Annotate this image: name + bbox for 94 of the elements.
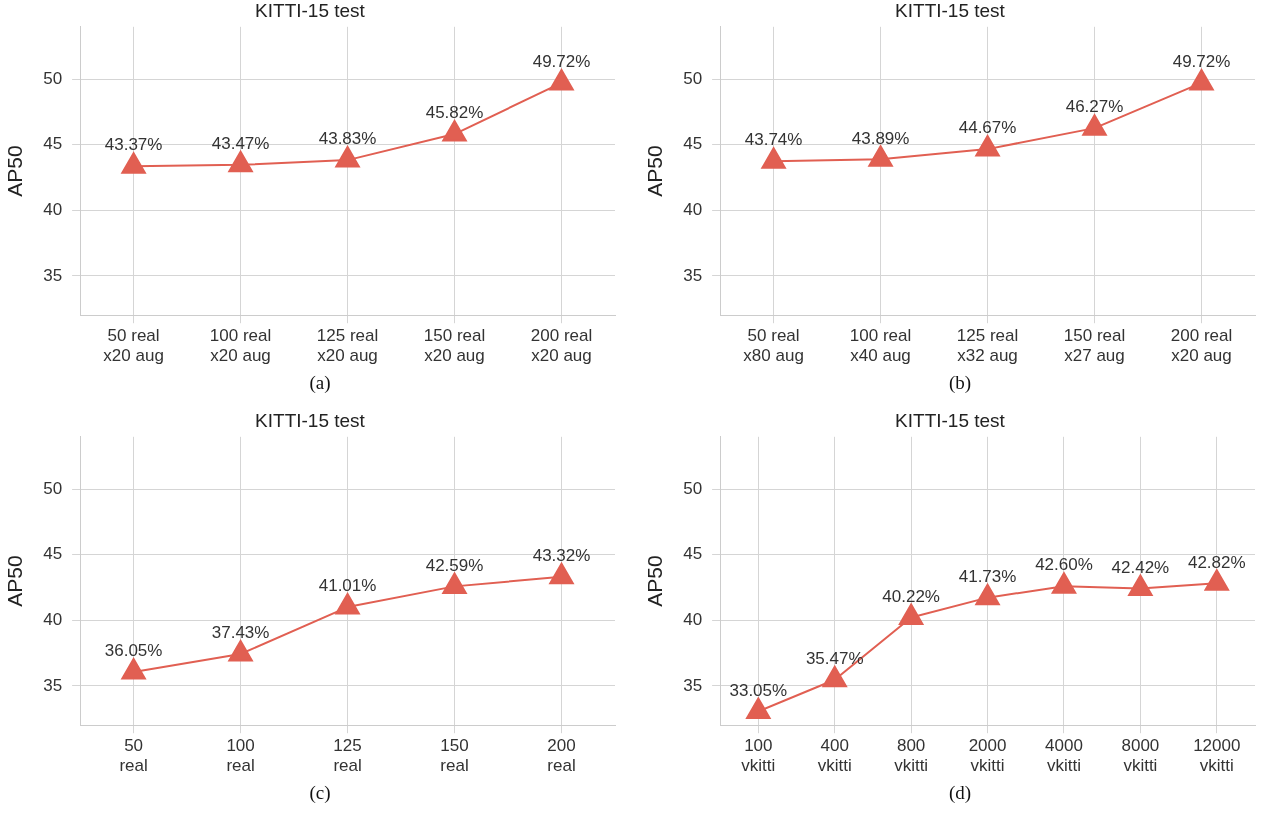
y-tick-label: 45 bbox=[683, 134, 703, 154]
point bbox=[1082, 114, 1107, 136]
x-tick-label: 8000 vkitti bbox=[1121, 736, 1160, 776]
y-tick-label: 35 bbox=[683, 265, 703, 285]
x-tick-label: 50 real x20 aug bbox=[103, 326, 164, 366]
x-tick-label: 50 real x80 aug bbox=[743, 326, 804, 366]
text: (a) bbox=[308, 372, 332, 394]
x-tick-label: 50 real bbox=[119, 736, 148, 776]
y-tick-label: 50 bbox=[43, 478, 63, 498]
point bbox=[822, 665, 847, 688]
point bbox=[1128, 574, 1153, 597]
x-tick-label: 150 real bbox=[440, 736, 469, 776]
point bbox=[335, 593, 360, 615]
x-tick-label: 2000 vkitti bbox=[968, 736, 1007, 776]
point bbox=[1189, 68, 1214, 91]
x-tick-label: 200 real x20 aug bbox=[1170, 326, 1233, 366]
text: (c) bbox=[308, 782, 332, 804]
y-tick-label: 50 bbox=[683, 68, 703, 88]
data-label: 43.32% bbox=[532, 545, 591, 565]
y-axis-title: AP50 bbox=[643, 555, 667, 607]
y-tick-label: 45 bbox=[683, 544, 703, 564]
data-label: 40.22% bbox=[882, 586, 940, 606]
data-label: 43.83% bbox=[318, 129, 377, 149]
y-tick-label: 50 bbox=[683, 478, 703, 498]
text: (d) bbox=[947, 782, 973, 804]
x-tick-label: 100 vkitti bbox=[741, 736, 776, 776]
point bbox=[335, 146, 360, 168]
x-tick-label: 4000 vkitti bbox=[1045, 736, 1083, 776]
data-label: 42.82% bbox=[1187, 552, 1246, 572]
data-label: 49.72% bbox=[532, 52, 591, 72]
y-tick-label: 40 bbox=[43, 200, 63, 220]
point bbox=[761, 147, 786, 169]
point bbox=[442, 572, 467, 594]
y-tick-label: 40 bbox=[683, 610, 703, 630]
y-tick-label: 45 bbox=[43, 544, 63, 564]
point bbox=[898, 603, 924, 625]
data-label: 42.60% bbox=[1035, 555, 1093, 575]
y-axis-title: AP50 bbox=[3, 145, 27, 197]
y-tick-label: 45 bbox=[43, 134, 63, 154]
y-axis-title: AP50 bbox=[643, 145, 667, 197]
x-tick-label: 100 real x40 aug bbox=[849, 326, 912, 366]
data-label: 49.72% bbox=[1172, 52, 1231, 72]
data-label: 42.59% bbox=[425, 555, 484, 575]
data-label: 41.73% bbox=[958, 566, 1017, 586]
data-label: 36.05% bbox=[104, 641, 163, 661]
chart-title: KITTI-15 test bbox=[255, 0, 366, 21]
x-tick-label: 12000 vkitti bbox=[1193, 736, 1241, 776]
point bbox=[746, 697, 771, 719]
data-label: 37.43% bbox=[211, 623, 270, 643]
y-tick-label: 50 bbox=[43, 68, 63, 88]
y-tick-label: 35 bbox=[683, 675, 703, 695]
data-label: 43.74% bbox=[744, 130, 803, 150]
data-label: 43.89% bbox=[851, 128, 910, 148]
data-label: 43.37% bbox=[104, 135, 163, 155]
y-tick-label: 35 bbox=[43, 265, 63, 285]
point bbox=[121, 658, 146, 680]
x-tick-label: 150 real x20 aug bbox=[423, 326, 486, 366]
data-label: 43.47% bbox=[211, 134, 270, 154]
y-tick-label: 40 bbox=[683, 200, 703, 220]
y-tick-label: 35 bbox=[43, 675, 63, 695]
point bbox=[442, 120, 467, 142]
x-tick-label: 125 real x32 aug bbox=[956, 326, 1019, 366]
chart-title: KITTI-15 test bbox=[255, 409, 366, 431]
x-tick-label: 100 real x20 aug bbox=[209, 326, 272, 366]
point bbox=[228, 150, 253, 173]
x-tick-label: 800 vkitti bbox=[894, 736, 929, 776]
data-label: 35.47% bbox=[805, 648, 864, 668]
chart-title: KITTI-15 test bbox=[895, 409, 1006, 431]
point bbox=[121, 152, 146, 174]
y-axis-title: AP50 bbox=[3, 555, 27, 607]
point bbox=[975, 135, 1000, 157]
data-label: 44.67% bbox=[958, 118, 1017, 138]
point bbox=[868, 145, 893, 167]
data-label: 41.01% bbox=[318, 576, 377, 596]
point bbox=[228, 640, 253, 662]
x-tick-label: 125 real x20 aug bbox=[316, 326, 379, 366]
point bbox=[1204, 569, 1230, 591]
point bbox=[1051, 572, 1077, 594]
data-label: 45.82% bbox=[425, 103, 484, 123]
y-tick-label: 40 bbox=[43, 610, 63, 630]
x-tick-label: 150 real x27 aug bbox=[1063, 326, 1126, 366]
point bbox=[975, 583, 1000, 606]
x-tick-label: 400 vkitti bbox=[817, 736, 852, 776]
point bbox=[549, 562, 574, 585]
x-tick-label: 100 real bbox=[226, 736, 255, 776]
point bbox=[549, 68, 574, 91]
x-tick-label: 200 real x20 aug bbox=[530, 326, 593, 366]
data-label: 42.42% bbox=[1111, 557, 1170, 577]
chart-title: KITTI-15 test bbox=[895, 0, 1006, 21]
text: (b) bbox=[947, 372, 973, 394]
data-label: 33.05% bbox=[729, 680, 788, 700]
x-tick-label: 200 real bbox=[547, 736, 576, 776]
x-tick-label: 125 real bbox=[333, 736, 362, 776]
data-label: 46.27% bbox=[1065, 97, 1124, 117]
